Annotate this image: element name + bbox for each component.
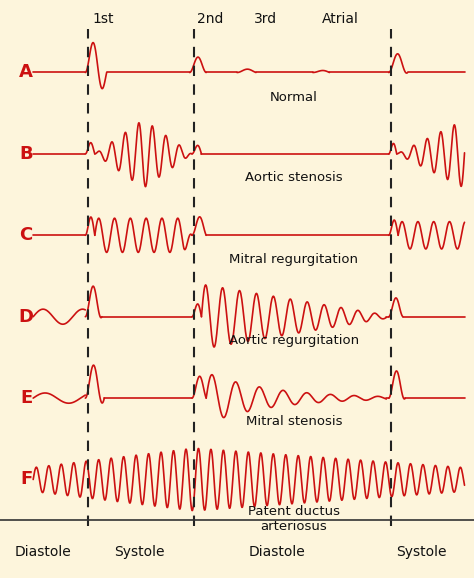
Text: E: E xyxy=(20,389,32,407)
Text: Systole: Systole xyxy=(397,545,447,559)
Text: A: A xyxy=(19,64,33,81)
Text: F: F xyxy=(20,470,32,488)
Text: Mitral stenosis: Mitral stenosis xyxy=(246,416,342,428)
Text: Mitral regurgitation: Mitral regurgitation xyxy=(229,253,358,266)
Text: B: B xyxy=(19,145,33,163)
Text: 3rd: 3rd xyxy=(254,12,277,26)
Text: Aortic regurgitation: Aortic regurgitation xyxy=(229,334,359,347)
Text: Atrial: Atrial xyxy=(322,12,359,26)
Text: D: D xyxy=(18,307,34,325)
Text: Patent ductus
arteriosus: Patent ductus arteriosus xyxy=(248,505,340,533)
Text: C: C xyxy=(19,227,33,244)
Text: Normal: Normal xyxy=(270,91,318,104)
Text: Diastole: Diastole xyxy=(14,545,71,559)
Text: Diastole: Diastole xyxy=(249,545,306,559)
Text: 1st: 1st xyxy=(92,12,114,26)
Text: 2nd: 2nd xyxy=(197,12,223,26)
Text: Aortic stenosis: Aortic stenosis xyxy=(245,171,343,184)
Text: Systole: Systole xyxy=(115,545,165,559)
